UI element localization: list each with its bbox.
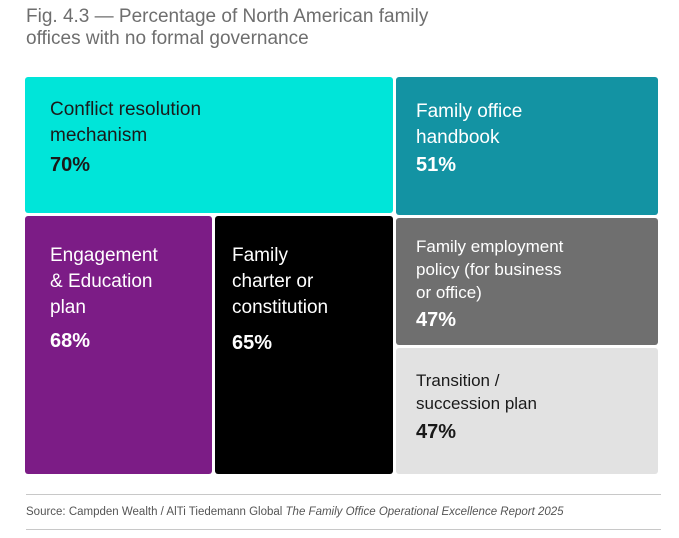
tile-label-line: mechanism [50,125,148,146]
tile-value: 51% [416,154,457,176]
tile-label-line: & Education [50,271,153,292]
tile-value: 65% [232,332,273,354]
source-prefix: Source: Campden Wealth / AlTi Tiedemann … [26,506,286,518]
source-note: Source: Campden Wealth / AlTi Tiedemann … [26,506,666,518]
treemap-tile-3: Engagement & Education plan 68% [25,216,212,474]
tile-value: 68% [50,330,91,352]
tile-label-line: or office) [416,283,482,302]
tile-label: Family employment policy (for business or … [416,235,563,304]
chart-title-line-2: offices with no formal governance [26,28,309,49]
tile-value: 47% [416,421,457,443]
tile-label: Transition / succession plan [416,369,537,415]
tile-label-line: Family employment [416,237,564,256]
tile-label-line: Family office [416,101,523,122]
treemap-tile-1: Conflict resolution mechanism 70% [25,77,393,213]
tile-label-line: handbook [416,127,500,148]
tile-label-line: Engagement [50,245,158,266]
top-divider [26,494,661,495]
tile-label: Conflict resolution mechanism [50,97,201,149]
tile-label-line: constitution [232,297,329,318]
tile-label-line: policy (for business [416,260,562,279]
tile-label-line: Transition / [416,371,500,390]
tile-label: Engagement & Education plan [50,243,158,321]
tile-label: Family charter or constitution [232,243,328,321]
bottom-divider [26,529,661,530]
tile-label-line: Family [232,245,288,266]
tile-label: Family office handbook [416,99,522,151]
tile-value: 47% [416,309,457,331]
chart-title-line-1: Fig. 4.3 — Percentage of North American … [26,6,429,27]
treemap-tile-6: Transition / succession plan 47% [396,348,658,474]
treemap-tile-5: Family employment policy (for business or … [396,218,658,345]
treemap-tile-4: Family charter or constitution 65% [215,216,393,474]
treemap-tile-2: Family office handbook 51% [396,77,658,215]
tile-label-line: Conflict resolution [50,99,202,120]
source-report-title: The Family Office Operational Excellence… [285,506,564,518]
tile-value: 70% [50,154,91,176]
tile-label-line: charter or [232,271,314,292]
chart-title: Fig. 4.3 — Percentage of North American … [26,6,586,50]
tile-label-line: plan [50,297,86,318]
tile-label-line: succession plan [416,394,537,413]
